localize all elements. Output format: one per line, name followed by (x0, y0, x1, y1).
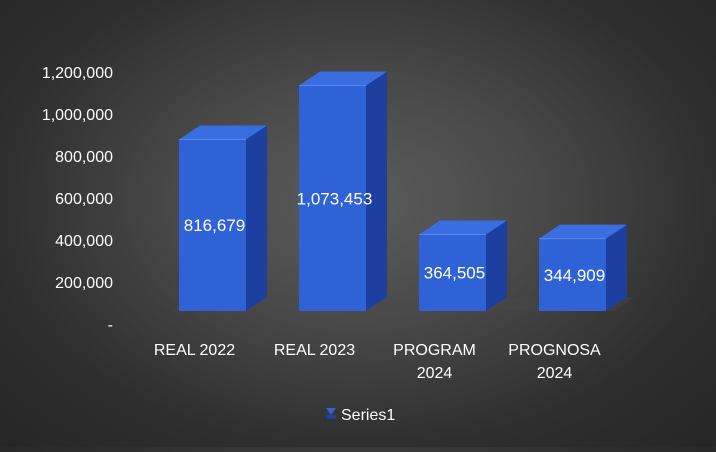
y-tick-label: 400,000 (55, 233, 113, 250)
bar-side (366, 71, 387, 312)
data-label: 816,679 (184, 216, 245, 235)
bar: 364,505 (419, 220, 507, 311)
y-tick-label: 1,000,000 (42, 107, 113, 124)
bar-side (246, 125, 267, 312)
legend: Series1 (326, 407, 395, 424)
bar-front (299, 85, 366, 312)
bar: 344,909 (539, 224, 627, 311)
bar-front (539, 238, 606, 311)
bar-top (299, 71, 387, 86)
x-tick-label: PROGRAM 2024 (393, 342, 476, 382)
bar-front (179, 139, 246, 311)
data-label: 1,073,453 (297, 189, 373, 208)
x-axis: REAL 2022 REAL 2023 PROGRAM 2024 PROGNOSA 202… (154, 342, 601, 382)
y-tick-label: 800,000 (55, 149, 113, 166)
x-tick-label: REAL 2022 (154, 342, 235, 359)
bars: 816,679 1,073,453 364,505 344,909 (179, 71, 627, 312)
legend-label: Series1 (341, 407, 395, 424)
y-tick-label: 1,200,000 (42, 65, 113, 82)
chart-floor-plane (171, 297, 635, 311)
chart-floor (171, 297, 635, 311)
x-tick-label: REAL 2023 (274, 342, 355, 359)
y-tick-label: - (108, 317, 113, 334)
y-axis: - 200,000 400,000 600,000 800,000 1,000,000 1,… (42, 65, 113, 334)
legend-swatch-base (326, 415, 336, 419)
bar: 1,073,453 (297, 71, 387, 312)
data-label: 364,505 (424, 264, 485, 283)
bar-front (419, 234, 486, 311)
y-tick-label: 200,000 (55, 275, 113, 292)
y-tick-label: 600,000 (55, 191, 113, 208)
data-label: 344,909 (544, 266, 605, 285)
x-tick-label: PROGNOSA 2024 (508, 342, 601, 382)
bar-top (419, 220, 507, 235)
bar-top (539, 224, 627, 239)
bar-side (606, 224, 627, 311)
bar-side (486, 220, 507, 311)
bar-top (179, 125, 267, 140)
legend-swatch (326, 408, 336, 415)
bar: 816,679 (179, 125, 267, 312)
